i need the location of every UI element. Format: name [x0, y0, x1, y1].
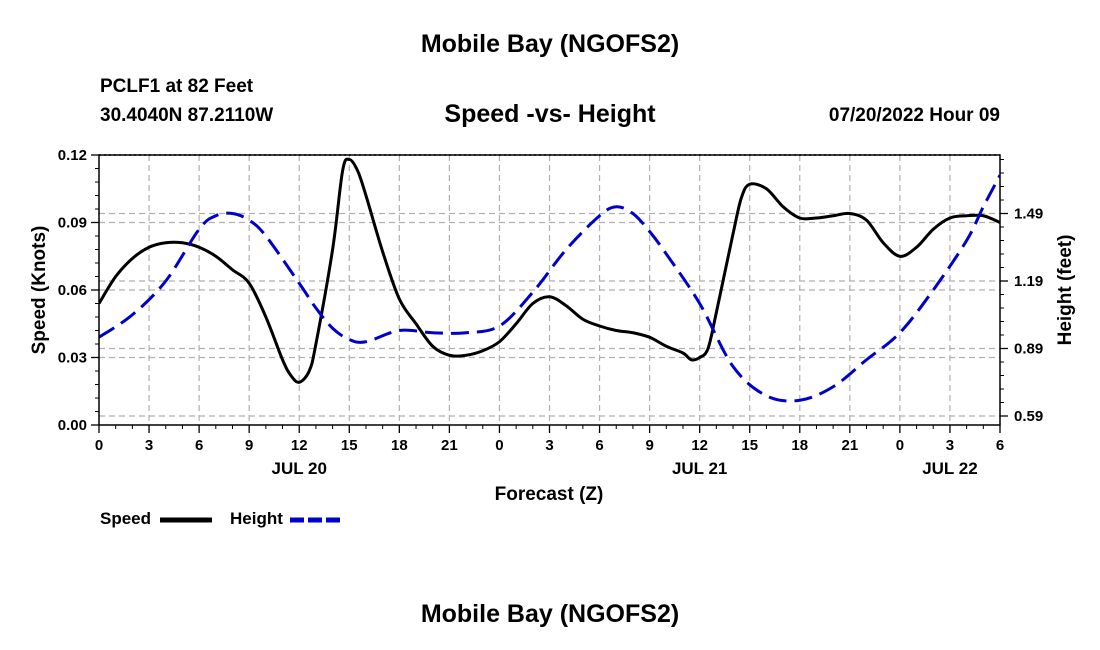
legend-speed-label: Speed — [100, 509, 152, 528]
date-label: JUL 21 — [672, 459, 727, 478]
y-tick-label: 0.06 — [58, 282, 87, 299]
x-tick-label: 3 — [145, 437, 153, 454]
x-tick-label: 9 — [245, 437, 253, 454]
datetime-label: 07/20/2022 Hour 09 — [828, 105, 1000, 126]
footer-title: Mobile Bay (NGOFS2) — [420, 600, 680, 628]
x-tick-label: 21 — [441, 437, 458, 454]
y-tick-label: 0.00 — [58, 417, 87, 434]
x-tick-label: 21 — [841, 437, 858, 454]
y2-tick-label: 0.59 — [1014, 408, 1043, 425]
y-tick-label: 0.09 — [58, 215, 87, 232]
y2-tick-label: 1.19 — [1014, 273, 1043, 290]
x-tick-label: 6 — [996, 437, 1004, 454]
x-tick-label: 0 — [896, 437, 904, 454]
x-tick-label: 3 — [545, 437, 553, 454]
y-tick-label: 0.03 — [58, 350, 87, 367]
chart-title: Mobile Bay (NGOFS2) — [420, 30, 680, 58]
x-tick-label: 6 — [195, 437, 203, 454]
y2-axis-label: Height (feet) — [1055, 235, 1076, 346]
x-tick-label: 0 — [95, 437, 103, 454]
y-axis-label: Speed (Knots) — [29, 226, 50, 355]
date-label: JUL 20 — [271, 459, 326, 478]
y-tick-label: 0.12 — [58, 147, 87, 164]
date-label: JUL 22 — [922, 459, 977, 478]
y2-tick-label: 0.89 — [1014, 341, 1043, 358]
x-tick-label: 9 — [645, 437, 653, 454]
x-tick-label: 3 — [946, 437, 954, 454]
x-tick-label: 12 — [691, 437, 708, 454]
legend-height-label: Height — [230, 509, 283, 528]
coordinates-label: 30.4040N 87.2110W — [100, 105, 274, 126]
x-tick-label: 0 — [495, 437, 503, 454]
x-tick-label: 18 — [791, 437, 808, 454]
x-tick-label: 18 — [391, 437, 408, 454]
station-label: PCLF1 at 82 Feet — [100, 76, 254, 97]
x-tick-label: 6 — [595, 437, 603, 454]
x-axis-label: Forecast (Z) — [495, 484, 604, 505]
x-tick-label: 12 — [291, 437, 308, 454]
x-tick-label: 15 — [741, 437, 758, 454]
height-series-line — [99, 174, 1000, 403]
grid-layer — [99, 155, 1000, 425]
series-layer — [99, 157, 1000, 403]
chart-subtitle: Speed -vs- Height — [444, 100, 656, 128]
speed-series-line — [99, 157, 1000, 384]
x-tick-label: 15 — [341, 437, 358, 454]
y2-tick-label: 1.49 — [1014, 206, 1043, 223]
axis-layer: 0 3 6 9 12 15 18 21 0 3 6 9 12 15 18 21 0 3 6 JUL 20 JUL 21 J… — [58, 147, 1043, 478]
